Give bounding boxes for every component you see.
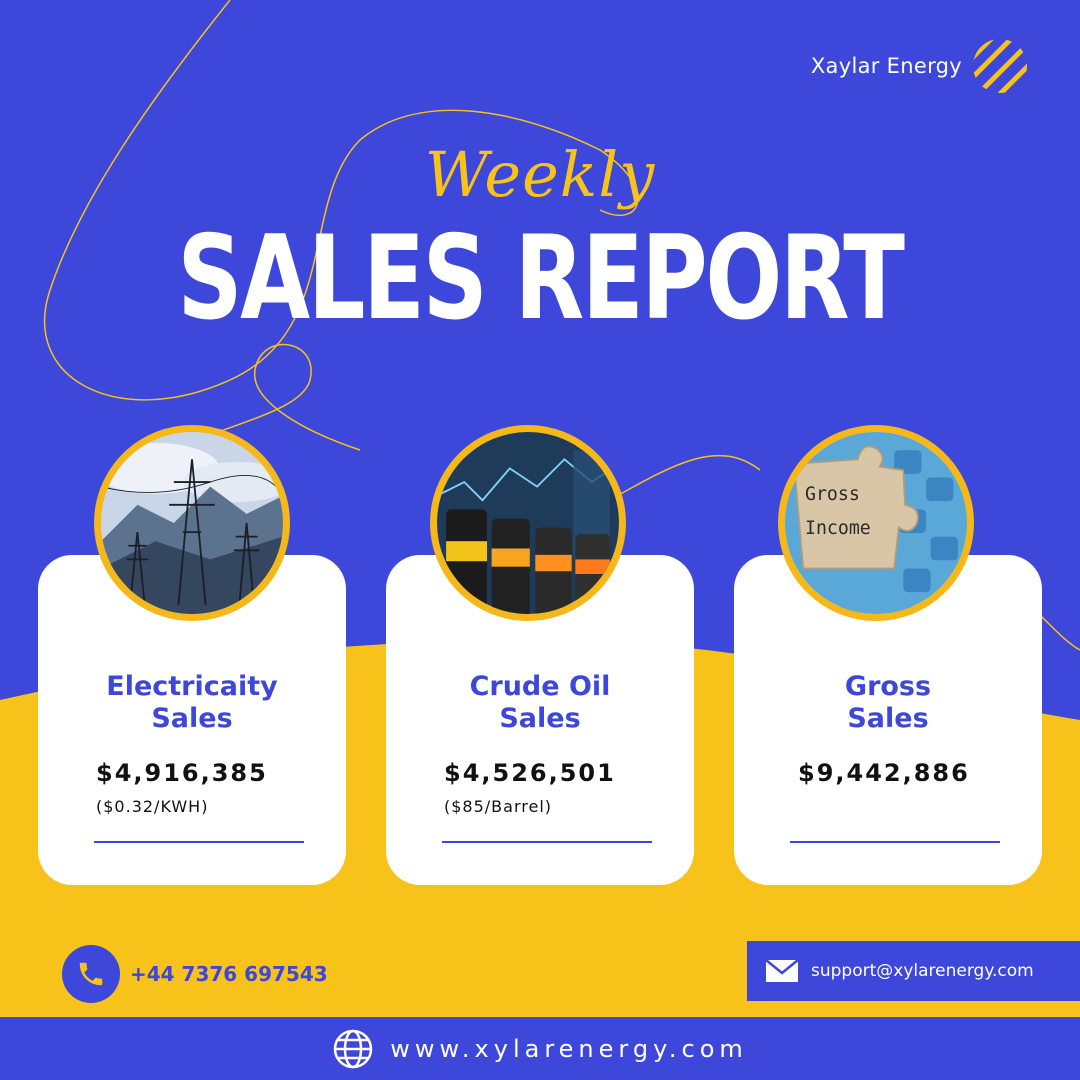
gross-income-puzzle-photo-icon: Gross Income [778,425,974,621]
card-title-line2: Sales [847,703,929,734]
mail-icon [765,959,799,982]
swirl-line-left [43,0,639,401]
card-divider [94,841,304,843]
power-lines-illustration [101,432,283,614]
title-weekly: Weekly [424,138,656,211]
globe-icon [333,1029,373,1068]
card-subvalue: ($0.32/KWH) [96,797,209,816]
power-lines-photo-icon [94,425,290,621]
card-title-line2: Sales [151,703,233,734]
phone-number: +44 7376 697543 [130,962,328,986]
card-value: $4,526,501 [444,759,616,787]
card-divider [442,841,652,843]
phone-icon [62,945,120,1003]
phone-contact[interactable]: +44 7376 697543 [62,945,328,1003]
card-title: Electricaity Sales [38,671,346,735]
title-sales-report: SALES REPORT [177,211,905,346]
card-value: $9,442,886 [798,759,970,787]
email-contact[interactable]: support@xylarenergy.com [747,941,1080,1001]
card-divider [790,841,1000,843]
puzzle-text-income: Income [805,518,871,539]
card-title: Gross Sales [734,671,1042,735]
striped-circle-logo-icon [973,39,1027,93]
card-title-line1: Electricaity [106,671,278,702]
oil-barrels-photo-icon [430,425,626,621]
swirl-line-lower [149,343,361,471]
brand-name: Xaylar Energy [810,54,962,78]
oil-barrels-illustration [437,432,619,614]
card-subvalue: ($85/Barrel) [444,797,553,816]
brand: Xaylar Energy [811,38,1028,94]
card-title-line1: Crude Oil [469,671,611,702]
footer: www.xylarenergy.com [0,1017,1080,1080]
gross-income-puzzle-illustration: Gross Income [785,432,967,614]
email-address: support@xylarenergy.com [811,961,1034,981]
website-link[interactable]: www.xylarenergy.com [390,1034,748,1063]
puzzle-text-gross: Gross [805,484,860,505]
card-title: Crude Oil Sales [386,671,694,735]
card-title-line2: Sales [499,703,581,734]
card-value: $4,916,385 [96,759,268,787]
card-title-line1: Gross [844,671,932,702]
